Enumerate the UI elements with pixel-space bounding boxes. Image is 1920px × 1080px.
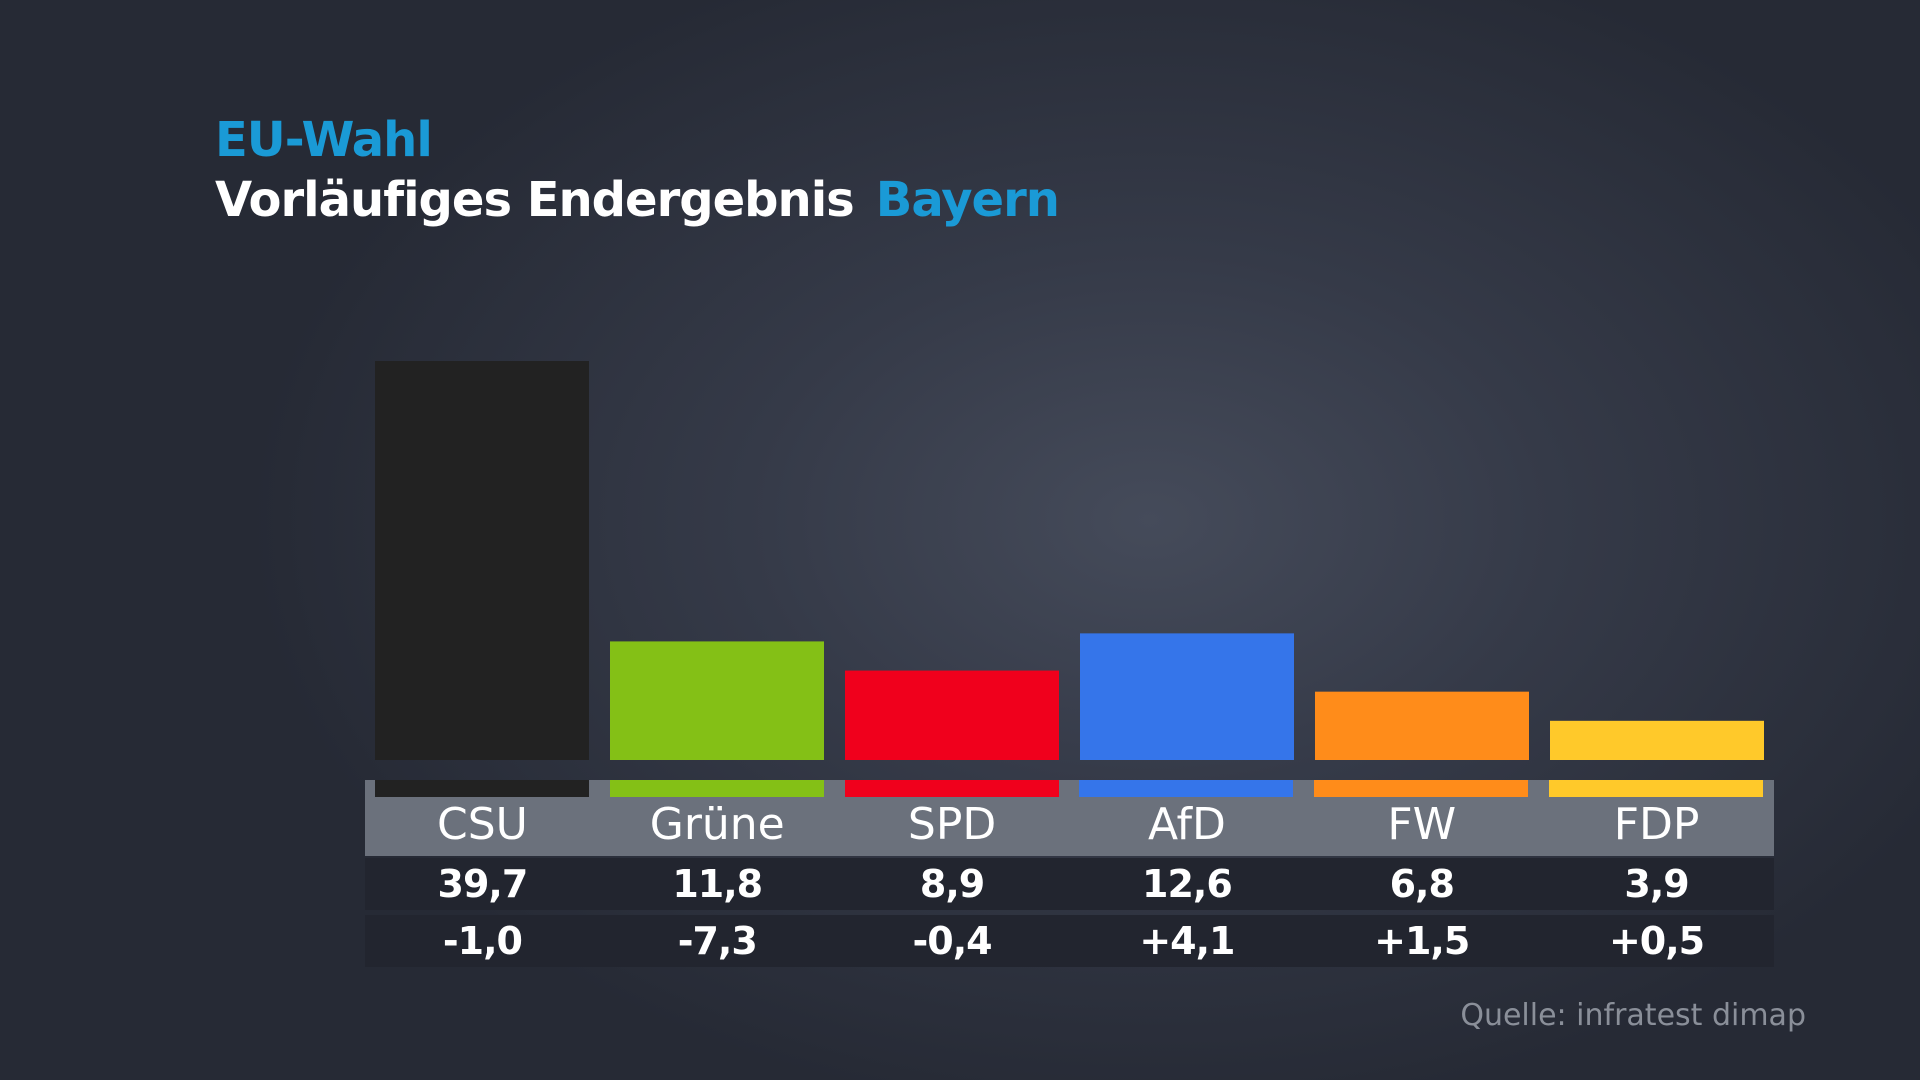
change-label: -1,0 — [442, 919, 523, 963]
party-color-strip — [844, 780, 1059, 797]
bar-spd — [845, 670, 1059, 760]
value-label: 3,9 — [1624, 862, 1689, 906]
party-names-row: CSU Grüne SPD AfD FW FDP — [365, 780, 1774, 856]
values-row: 39,7 11,8 8,9 12,6 6,8 3,9 — [365, 858, 1774, 910]
subtitle-text: Vorläufiges Endergebnis — [215, 172, 855, 228]
bar-afd — [1080, 633, 1294, 760]
value-label: 6,8 — [1389, 862, 1455, 906]
party-color-strip — [1549, 780, 1764, 797]
party-label: AfD — [1069, 780, 1304, 856]
party-label: CSU — [365, 780, 600, 856]
chart-title: EU-Wahl — [215, 112, 433, 168]
value-label: 12,6 — [1142, 862, 1233, 906]
bar-fw — [1315, 691, 1529, 760]
change-label: -7,3 — [677, 919, 758, 963]
change-label: +1,5 — [1374, 919, 1470, 963]
party-color-strip — [1314, 780, 1529, 797]
bar-fdp — [1550, 720, 1764, 760]
change-label: +4,1 — [1139, 919, 1235, 963]
party-label: FDP — [1539, 780, 1774, 856]
value-label: 11,8 — [672, 862, 763, 906]
bar-grüne — [610, 641, 824, 760]
chart-subtitle: Vorläufiges Endergebnis Bayern — [215, 172, 1060, 228]
party-label: SPD — [835, 780, 1070, 856]
source-label: Quelle: infratest dimap — [1460, 998, 1806, 1033]
change-label: -0,4 — [912, 919, 993, 963]
changes-row: -1,0 -7,3 -0,4 +4,1 +1,5 +0,5 — [365, 915, 1774, 967]
results-table: CSU Grüne SPD AfD FW FDP 39,7 11,8 8,9 12,6 6,8 3,… — [365, 780, 1774, 967]
value-label: 8,9 — [919, 862, 985, 906]
change-label: +0,5 — [1608, 919, 1705, 963]
party-color-strip — [375, 780, 589, 797]
party-label: Grüne — [600, 780, 835, 856]
region-label: Bayern — [875, 172, 1060, 228]
value-label: 39,7 — [437, 862, 529, 906]
party-color-strip — [1079, 780, 1294, 797]
party-color-strip — [609, 780, 824, 797]
bar-csu — [375, 361, 589, 760]
party-label: FW — [1304, 780, 1539, 856]
